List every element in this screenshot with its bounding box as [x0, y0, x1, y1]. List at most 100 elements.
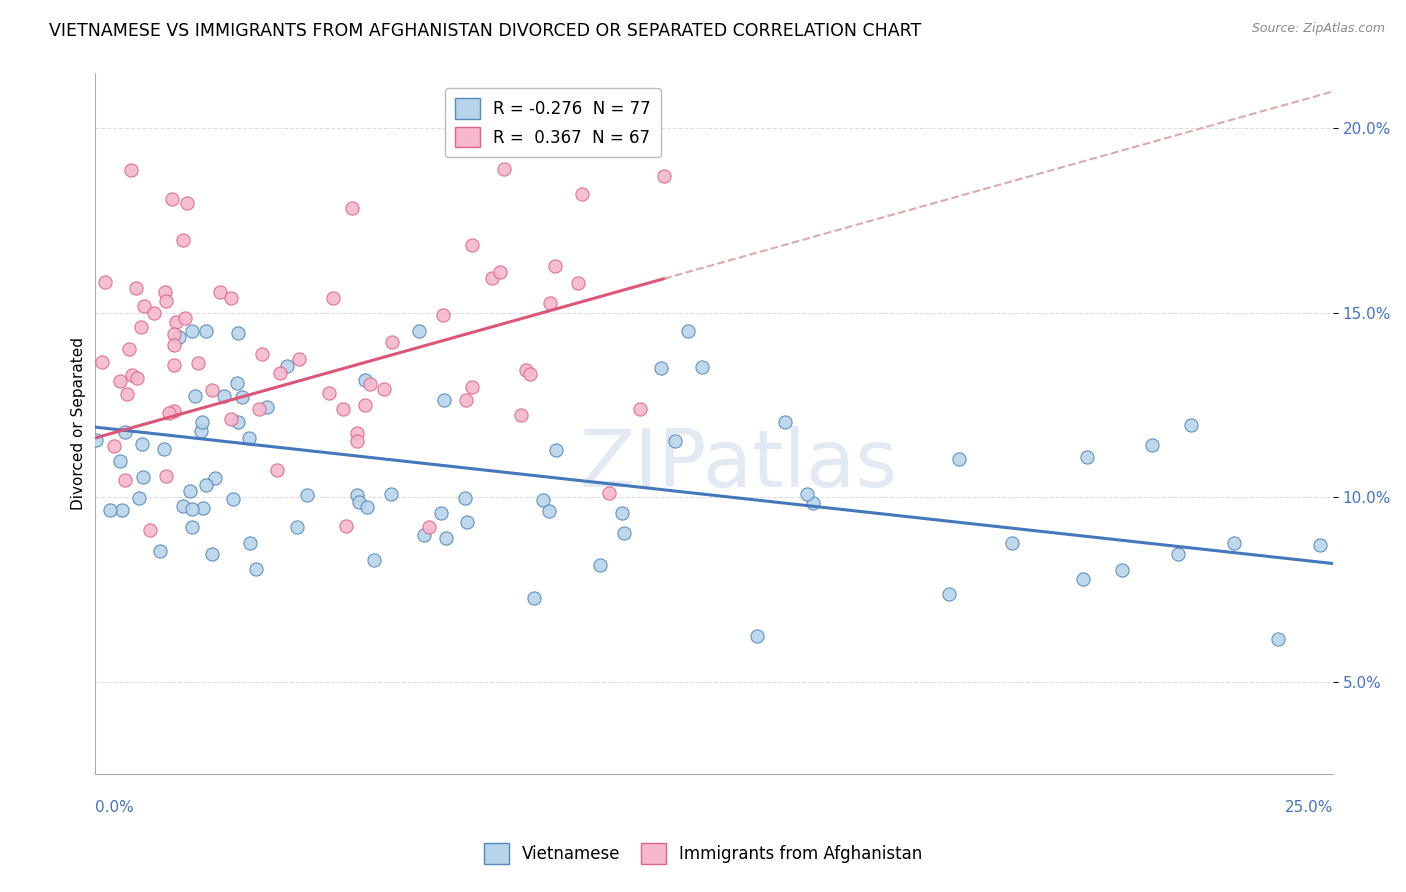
Point: [163, 337, 186, 351]
Point: [191, 500, 214, 515]
Point: [131, 437, 153, 451]
Point: [114, 425, 136, 439]
Point: [226, 376, 249, 390]
Point: [108, 454, 131, 468]
Point: [181, 501, 204, 516]
Point: [231, 390, 253, 404]
Point: [174, 311, 197, 326]
Point: [204, 470, 226, 484]
Text: 0.0%: 0.0%: [94, 800, 134, 815]
Point: [938, 587, 960, 601]
Point: [219, 412, 242, 426]
Point: [537, 503, 560, 517]
Point: [380, 487, 402, 501]
Point: [796, 487, 818, 501]
Point: [132, 470, 155, 484]
Point: [418, 519, 440, 533]
Point: [84, 433, 107, 447]
Point: [676, 324, 699, 338]
Point: [238, 431, 260, 445]
Point: [180, 324, 202, 338]
Point: [543, 260, 565, 274]
Point: [114, 473, 136, 487]
Point: [194, 324, 217, 338]
Point: [297, 488, 319, 502]
Point: [120, 162, 142, 177]
Point: [360, 377, 382, 392]
Point: [163, 358, 186, 372]
Point: [454, 491, 477, 505]
Point: [157, 406, 180, 420]
Point: [347, 495, 370, 509]
Point: [363, 553, 385, 567]
Point: [538, 296, 561, 310]
Point: [430, 506, 453, 520]
Point: [222, 491, 245, 506]
Point: [128, 491, 150, 505]
Point: [179, 483, 201, 498]
Point: [589, 558, 612, 572]
Point: [191, 415, 214, 429]
Point: [139, 523, 162, 537]
Point: [1001, 536, 1024, 550]
Point: [408, 324, 430, 338]
Point: [1111, 563, 1133, 577]
Point: [340, 202, 363, 216]
Point: [1140, 438, 1163, 452]
Legend: R = -0.276  N = 77, R =  0.367  N = 67: R = -0.276 N = 77, R = 0.367 N = 67: [444, 88, 661, 157]
Point: [121, 368, 143, 382]
Point: [143, 306, 166, 320]
Point: [287, 520, 309, 534]
Point: [650, 361, 672, 376]
Point: [226, 415, 249, 429]
Point: [664, 434, 686, 448]
Point: [194, 478, 217, 492]
Point: [180, 519, 202, 533]
Point: [434, 531, 457, 545]
Point: [176, 195, 198, 210]
Point: [162, 404, 184, 418]
Point: [544, 443, 567, 458]
Point: [318, 386, 340, 401]
Point: [226, 326, 249, 341]
Point: [103, 439, 125, 453]
Point: [948, 452, 970, 467]
Point: [461, 380, 484, 394]
Point: [167, 330, 190, 344]
Point: [523, 591, 546, 605]
Point: [356, 500, 378, 514]
Point: [124, 281, 146, 295]
Point: [773, 415, 796, 429]
Text: 25.0%: 25.0%: [1285, 800, 1333, 815]
Point: [239, 536, 262, 550]
Point: [172, 233, 194, 247]
Point: [381, 335, 404, 350]
Text: Source: ZipAtlas.com: Source: ZipAtlas.com: [1251, 22, 1385, 36]
Point: [346, 425, 368, 440]
Point: [209, 285, 232, 299]
Point: [456, 515, 478, 529]
Point: [432, 308, 454, 322]
Point: [461, 238, 484, 252]
Point: [1071, 572, 1094, 586]
Point: [690, 360, 713, 375]
Legend: Vietnamese, Immigrants from Afghanistan: Vietnamese, Immigrants from Afghanistan: [477, 837, 929, 871]
Point: [247, 402, 270, 417]
Point: [256, 401, 278, 415]
Point: [1167, 547, 1189, 561]
Point: [118, 342, 141, 356]
Point: [266, 463, 288, 477]
Point: [162, 326, 184, 341]
Point: [190, 424, 212, 438]
Point: [747, 629, 769, 643]
Point: [108, 374, 131, 388]
Point: [1076, 450, 1098, 464]
Y-axis label: Divorced or Separated: Divorced or Separated: [72, 337, 86, 510]
Point: [269, 366, 291, 380]
Point: [131, 320, 153, 334]
Point: [567, 277, 589, 291]
Point: [354, 399, 377, 413]
Point: [335, 519, 357, 533]
Point: [412, 527, 434, 541]
Point: [252, 347, 274, 361]
